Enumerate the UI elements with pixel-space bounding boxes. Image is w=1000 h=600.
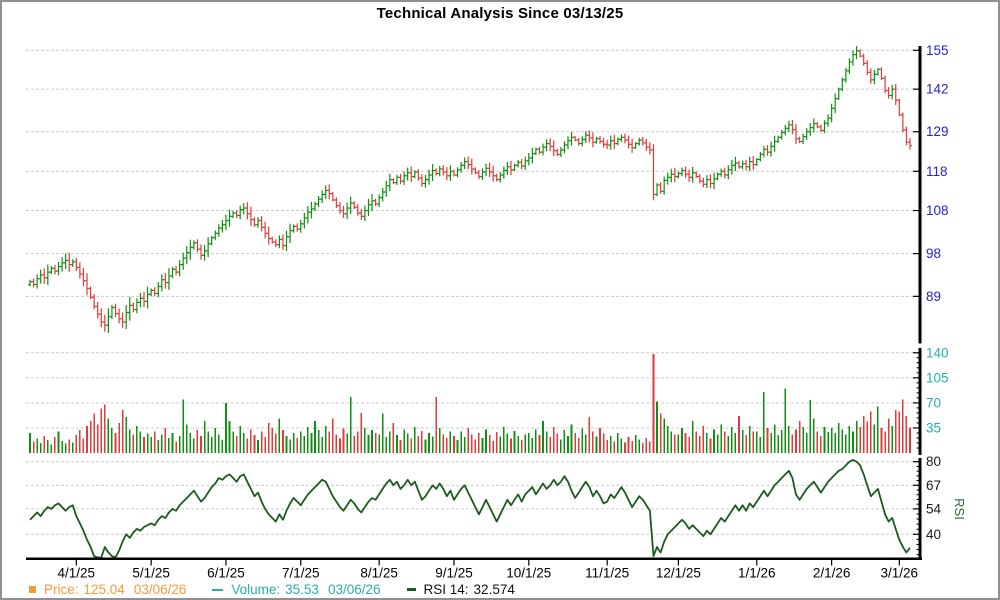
x-axis-month-label: 9/1/25 bbox=[435, 566, 473, 581]
x-axis-month-label: 6/1/25 bbox=[207, 566, 245, 581]
axis-tick-label: 142 bbox=[926, 82, 949, 97]
price-legend: Price: 125.04 03/06/26 bbox=[29, 582, 186, 597]
x-axis-month-label: 11/1/25 bbox=[585, 566, 629, 581]
x-axis-month-label: 2/1/26 bbox=[813, 566, 851, 581]
axis-tick-label: 105 bbox=[926, 370, 949, 385]
axis-tick-label: 54 bbox=[926, 501, 942, 516]
axis-tick-label: 155 bbox=[926, 43, 949, 58]
x-axis-month-label: 4/1/25 bbox=[58, 566, 96, 581]
price-square-icon bbox=[29, 586, 36, 593]
x-axis: 4/1/25 5/1/25 6/1/25 7/1/25 8/1/25 9/1/25 10/1… bbox=[26, 557, 922, 581]
x-axis-month-label: 3/1/26 bbox=[881, 566, 919, 581]
rsi-axis-title: RSI bbox=[952, 498, 967, 520]
x-axis-month-label: 8/1/25 bbox=[360, 566, 398, 581]
rsi-line bbox=[29, 458, 911, 559]
price-ohlc-bars bbox=[28, 45, 912, 334]
gridlines bbox=[26, 49, 919, 535]
axis-tick-label: 67 bbox=[926, 478, 941, 493]
right-axes: 155 142 129 118 108 98 89 140 105 70 35 80 67 54 40 RSI bbox=[913, 43, 967, 558]
axis-tick-label: 108 bbox=[926, 203, 949, 218]
rsi-legend-value: 32.574 bbox=[473, 582, 515, 597]
price-legend-date: 03/06/26 bbox=[133, 582, 187, 597]
x-axis-month-label: 1/1/26 bbox=[738, 566, 776, 581]
rsi-legend: RSI 14: 32.574 bbox=[406, 582, 515, 597]
volume-legend-label: Volume: bbox=[231, 582, 281, 597]
axis-tick-label: 118 bbox=[926, 164, 948, 179]
axis-tick-label: 129 bbox=[926, 124, 949, 139]
x-axis-month-label: 12/1/25 bbox=[656, 566, 701, 581]
volume-legend: Volume: 35.53 03/06/26 bbox=[212, 582, 381, 597]
axis-tick-label: 80 bbox=[926, 454, 941, 469]
axis-tick-label: 40 bbox=[926, 527, 941, 542]
axis-tick-label: 98 bbox=[926, 246, 941, 261]
x-axis-month-label: 10/1/25 bbox=[506, 566, 551, 581]
price-legend-label: Price: bbox=[44, 582, 79, 597]
rsi-dash-icon bbox=[406, 588, 416, 591]
volume-bars bbox=[29, 354, 911, 453]
axis-tick-label: 70 bbox=[926, 395, 941, 410]
axis-tick-label: 140 bbox=[926, 345, 949, 360]
legend-bar: Price: 125.04 03/06/26 Volume: 35.53 03/… bbox=[29, 582, 541, 597]
rsi-legend-label: RSI 14: bbox=[423, 582, 469, 597]
axis-tick-label: 35 bbox=[926, 420, 941, 435]
x-axis-month-label: 7/1/25 bbox=[282, 566, 320, 581]
volume-dash-icon bbox=[212, 588, 224, 591]
chart-title: Technical Analysis Since 03/13/25 bbox=[376, 5, 624, 22]
axis-tick-label: 89 bbox=[926, 289, 941, 304]
volume-legend-value: 35.53 bbox=[285, 582, 319, 597]
price-legend-value: 125.04 bbox=[83, 582, 125, 597]
x-axis-month-label: 5/1/25 bbox=[132, 566, 170, 581]
volume-legend-date: 03/06/26 bbox=[327, 582, 381, 597]
